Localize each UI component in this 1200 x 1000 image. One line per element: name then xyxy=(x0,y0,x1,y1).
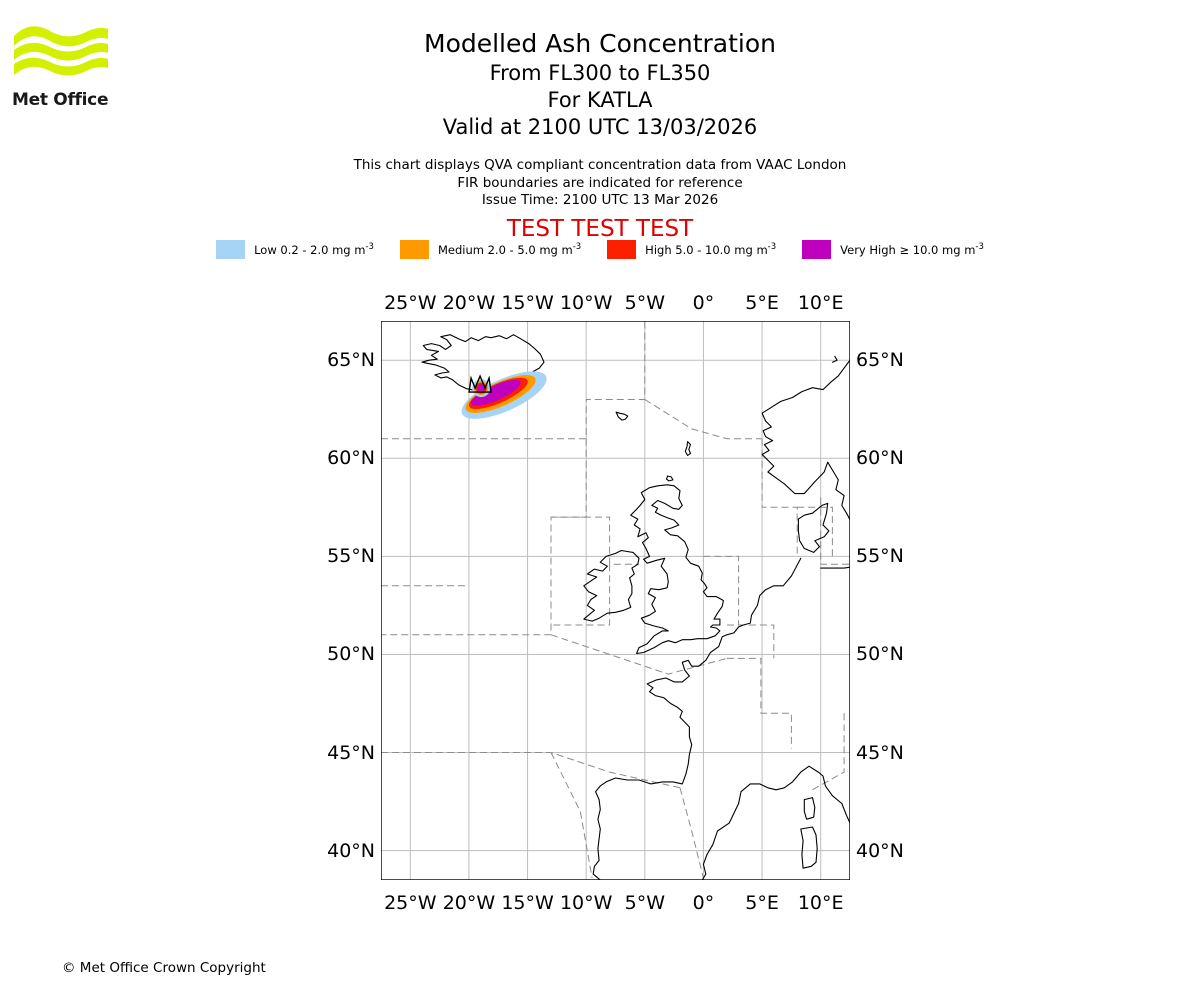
longitude-axis-top: 25°W 20°W 15°W 10°W 5°W 0° 5°E 10°E xyxy=(381,292,850,314)
legend-item-high: High 5.0 - 10.0 mg m-3 xyxy=(607,240,776,259)
legend-item-very-high: Very High ≥ 10.0 mg m-3 xyxy=(802,240,984,259)
coastline-path xyxy=(800,826,818,869)
map-canvas xyxy=(380,320,933,928)
lat-tick-label: 50°N xyxy=(327,643,375,666)
legend-swatch-high xyxy=(607,240,637,259)
legend-swatch-medium xyxy=(399,240,429,259)
lon-tick-label: 10°E xyxy=(797,292,844,314)
ash-source-very-high xyxy=(477,384,486,393)
lat-tick-label: 45°N xyxy=(327,741,375,764)
lat-tick-label: 40°N xyxy=(856,839,904,862)
copyright-notice: © Met Office Crown Copyright xyxy=(62,960,266,976)
legend-label-low: Low 0.2 - 2.0 mg m-3 xyxy=(254,242,374,257)
lat-tick-label: 60°N xyxy=(327,447,375,470)
fir-boundary-path xyxy=(551,564,611,626)
coastline-path xyxy=(803,797,816,820)
concentration-legend: Low 0.2 - 2.0 mg m-3 Medium 2.0 - 5.0 mg… xyxy=(0,240,1200,259)
lon-tick-label: 20°W xyxy=(442,292,496,314)
latitude-axis-right: 40°N 45°N 50°N 55°N 60°N 65°N xyxy=(856,321,996,880)
fir-boundary-path xyxy=(551,516,639,565)
volcano-crown-icon xyxy=(468,374,492,393)
lon-tick-label: 5°E xyxy=(745,292,779,314)
met-office-logo xyxy=(12,22,112,112)
lat-tick-label: 65°N xyxy=(327,349,375,372)
fir-boundary-path xyxy=(797,506,833,557)
fir-boundary-path xyxy=(679,787,704,879)
met-office-wave-logo xyxy=(14,26,108,76)
legend-item-medium: Medium 2.0 - 5.0 mg m-3 xyxy=(399,240,582,259)
lon-tick-label: 0° xyxy=(692,892,715,914)
fir-boundary-path xyxy=(644,399,763,440)
volcano-subtitle: For KATLA xyxy=(547,88,653,112)
lat-tick-label: 45°N xyxy=(856,741,904,764)
fir-boundary-path xyxy=(703,555,740,625)
lon-tick-label: 25°W xyxy=(384,292,437,314)
lat-tick-label: 40°N xyxy=(327,839,375,862)
coastline-path xyxy=(665,475,674,482)
qva-description: This chart displays QVA compliant concen… xyxy=(353,157,847,173)
issue-time: Issue Time: 2100 UTC 13 Mar 2026 xyxy=(481,192,719,208)
lon-tick-label: 10°W xyxy=(559,292,613,314)
legend-swatch-very-high xyxy=(802,240,832,259)
lon-tick-label: 10°W xyxy=(559,892,613,914)
test-banner: TEST TEST TEST xyxy=(506,216,694,242)
coastline-path xyxy=(615,411,629,421)
lon-tick-label: 15°W xyxy=(501,292,554,314)
coastline-path xyxy=(630,484,724,655)
fir-boundary-path xyxy=(820,497,850,565)
legend-label-very-high: Very High ≥ 10.0 mg m-3 xyxy=(840,242,984,257)
coastline-path xyxy=(583,549,640,622)
fir-description: FIR boundaries are indicated for referen… xyxy=(457,174,743,191)
coastline-islet xyxy=(831,355,838,363)
legend-item-low: Low 0.2 - 2.0 mg m-3 xyxy=(216,240,374,259)
lon-tick-label: 25°W xyxy=(384,892,437,914)
fir-boundary-path xyxy=(550,752,593,879)
coastline-path xyxy=(592,557,802,877)
lat-tick-label: 50°N xyxy=(856,643,904,666)
lat-tick-label: 60°N xyxy=(856,447,904,470)
lat-tick-label: 65°N xyxy=(856,349,904,372)
lat-tick-label: 55°N xyxy=(856,545,904,568)
lon-tick-label: 20°W xyxy=(442,892,496,914)
map-background xyxy=(381,321,850,880)
coastline-path xyxy=(797,502,830,553)
coastline-path xyxy=(421,334,545,392)
ash-concentration-map xyxy=(380,320,933,928)
lon-tick-label: 10°E xyxy=(797,892,844,914)
volcano-marker xyxy=(468,374,492,393)
coastline-path xyxy=(738,765,851,824)
legend-label-medium: Medium 2.0 - 5.0 mg m-3 xyxy=(437,242,582,257)
fir-boundary-path xyxy=(761,438,798,557)
lon-tick-label: 5°E xyxy=(745,892,779,914)
lon-tick-label: 0° xyxy=(692,292,715,314)
fir-boundary-path xyxy=(808,713,845,793)
valid-time-subtitle: Valid at 2100 UTC 13/03/2026 xyxy=(442,115,758,139)
lon-tick-label: 5°W xyxy=(624,892,665,914)
chart-title-block: Modelled Ash Concentration From FL300 to… xyxy=(0,28,1200,141)
latitude-axis-left: 40°N 45°N 50°N 55°N 60°N 65°N xyxy=(240,321,375,880)
lon-tick-label: 5°W xyxy=(624,292,665,314)
longitude-axis-bottom: 25°W 20°W 15°W 10°W 5°W 0° 5°E 10°E xyxy=(381,892,850,914)
fir-boundary-path xyxy=(381,321,646,440)
lat-tick-label: 55°N xyxy=(327,545,375,568)
met-office-wordmark: Met Office xyxy=(12,90,109,110)
coastline-path xyxy=(684,441,692,456)
lon-tick-label: 15°W xyxy=(501,892,554,914)
page-title: Modelled Ash Concentration xyxy=(424,29,776,58)
ash-contour-very-high xyxy=(471,379,521,406)
flight-level-subtitle: From FL300 to FL350 xyxy=(489,61,711,85)
fir-boundary-path xyxy=(726,657,792,749)
legend-swatch-low xyxy=(216,240,246,259)
legend-label-high: High 5.0 - 10.0 mg m-3 xyxy=(645,242,777,257)
chart-description-block: This chart displays QVA compliant concen… xyxy=(0,157,1200,210)
fir-boundary-path xyxy=(381,752,681,789)
ash-plume-contours xyxy=(461,371,547,419)
